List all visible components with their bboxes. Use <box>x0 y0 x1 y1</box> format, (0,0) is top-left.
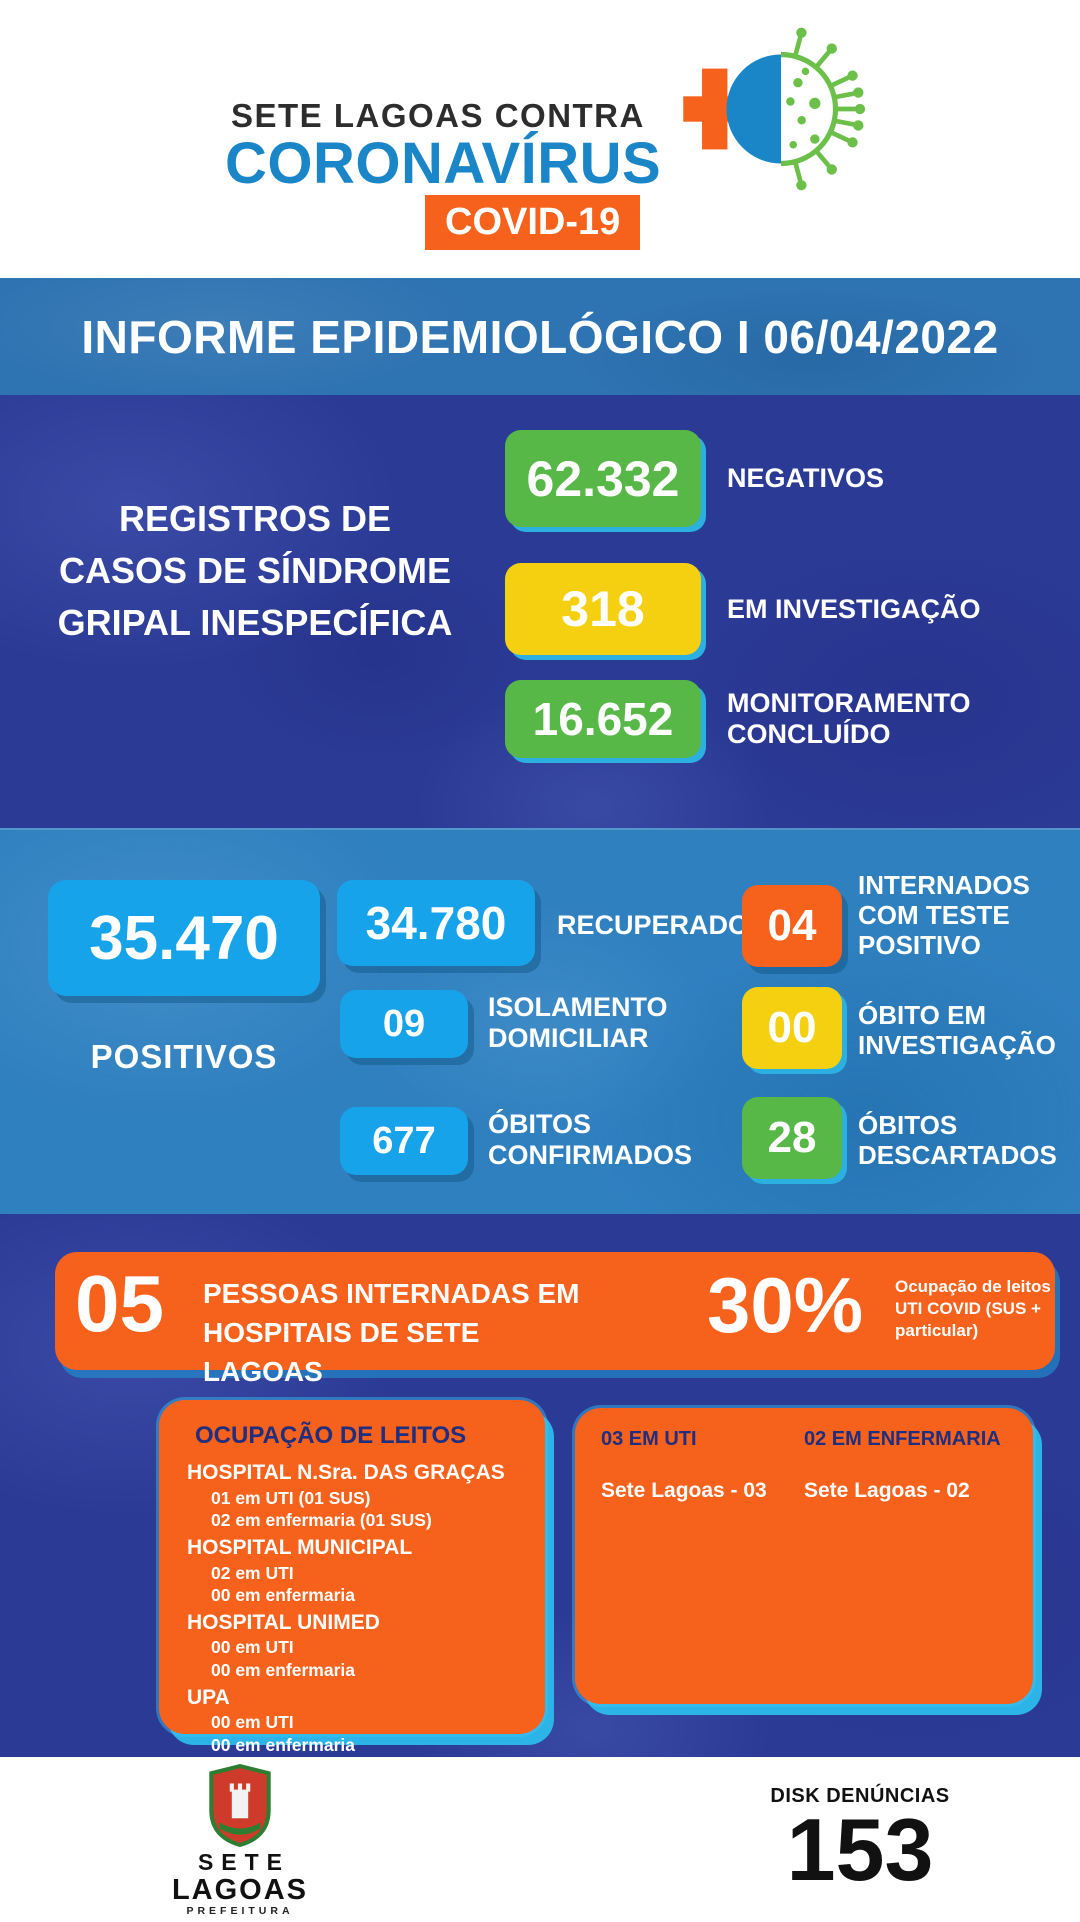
disk-denuncias-label: DISK DENÚNCIAS <box>770 1785 950 1807</box>
city-crest-icon <box>209 1763 271 1848</box>
hospital-entry: UPA 00 em UTI 00 em enfermaria <box>187 1685 533 1756</box>
hospital-detail: 01 em UTI (01 SUS) <box>211 1487 371 1508</box>
hospital-name: HOSPITAL N.Sra. DAS GRAÇAS <box>187 1461 505 1484</box>
hospital-detail: 02 em enfermaria (01 SUS) <box>211 1510 432 1531</box>
hospital-entry: HOSPITAL MUNICIPAL 02 em UTI 00 em enfer… <box>187 1535 533 1606</box>
hospital-detail: 00 em enfermaria <box>211 1585 355 1606</box>
obitos-confirmados-label: ÓBITOS CONFIRMADOS <box>488 1109 692 1171</box>
campaign-logo: SETE LAGOAS CONTRA CORONAVÍRUS COVID-19 <box>225 27 875 255</box>
hospital-name: UPA <box>187 1685 230 1709</box>
positivos-total-label: POSITIVOS <box>90 1038 278 1075</box>
covid-badge: COVID-19 <box>425 195 641 250</box>
uti-summary-card: 03 EM UTI Sete Lagoas - 03 02 EM ENFERMA… <box>575 1408 1033 1704</box>
hospital-detail: 00 em enfermaria <box>211 1734 355 1755</box>
sindrome-gripal-section: REGISTROS DE CASOS DE SÍNDROME GRIPAL IN… <box>0 395 1080 828</box>
em-investigacao-value-box: 318 <box>505 563 701 655</box>
city-subtitle: PREFEITURA <box>186 1905 294 1917</box>
isolamento-label: ISOLAMENTO DOMICILIAR <box>488 992 668 1054</box>
city-name-line1: SETE <box>197 1849 291 1875</box>
hospital-entry: HOSPITAL UNIMED 00 em UTI 00 em enfermar… <box>187 1610 533 1681</box>
negativos-value-box: 62.332 <box>505 430 701 527</box>
obitos-descartados-value-box: 28 <box>742 1097 842 1179</box>
ocupacao-leitos-card: OCUPAÇÃO DE LEITOS HOSPITAL N.Sra. DAS G… <box>159 1400 545 1755</box>
internados-banner: 05 PESSOAS INTERNADAS EM HOSPITAIS DE SE… <box>55 1252 1055 1387</box>
footer: SETE LAGOAS PREFEITURA DISK DENÚNCIAS 15… <box>0 1757 1080 1922</box>
ocupacao-leitos-title: OCUPAÇÃO DE LEITOS <box>195 1422 467 1449</box>
registros-heading: REGISTROS DE CASOS DE SÍNDROME GRIPAL IN… <box>57 498 453 644</box>
hospital-detail: 00 em UTI <box>211 1637 294 1658</box>
internados-label: INTERNADOS COM TESTE POSITIVO <box>858 870 1030 961</box>
negativos-label: NEGATIVOS <box>727 463 885 493</box>
obito-investigacao-label: ÓBITO EM INVESTIGAÇÃO <box>858 1000 1056 1061</box>
internados-value-box: 04 <box>742 885 842 967</box>
city-logo: SETE LAGOAS PREFEITURA <box>170 1763 310 1917</box>
header: SETE LAGOAS CONTRA CORONAVÍRUS COVID-19 <box>0 0 1080 278</box>
hospital-detail: 00 em enfermaria <box>211 1660 355 1681</box>
internados-count: 05 <box>75 1259 164 1348</box>
hospital-entry: HOSPITAL N.Sra. DAS GRAÇAS 01 em UTI (01… <box>187 1460 533 1531</box>
enfermaria-column-title: 02 EM ENFERMARIA <box>804 1428 1001 1450</box>
title-banner: INFORME EPIDEMIOLÓGICO I 06/04/2022 <box>0 278 1080 395</box>
uti-column-line: Sete Lagoas - 03 <box>601 1479 767 1502</box>
hospital-name: HOSPITAL UNIMED <box>187 1610 380 1634</box>
hospital-section: 05 PESSOAS INTERNADAS EM HOSPITAIS DE SE… <box>0 1214 1080 1757</box>
obitos-confirmados-value-box: 677 <box>340 1107 468 1175</box>
uti-column-title: 03 EM UTI <box>601 1428 697 1450</box>
monitoramento-label: MONITORAMENTO CONCLUÍDO <box>727 688 971 750</box>
obito-investigacao-value-box: 00 <box>742 987 842 1069</box>
isolamento-value-box: 09 <box>340 990 468 1058</box>
coronavirus-icon <box>683 27 866 191</box>
uti-occupancy-percent: 30% <box>707 1261 864 1349</box>
logo-tagline: SETE LAGOAS CONTRA <box>231 97 645 134</box>
internados-count-label: PESSOAS INTERNADAS EM HOSPITAIS DE SETE … <box>203 1278 580 1388</box>
uti-occupancy-label: Ocupação de leitos UTI COVID (SUS + part… <box>895 1277 1051 1341</box>
uti-column: 03 EM UTI Sete Lagoas - 03 <box>601 1428 804 1503</box>
obitos-descartados-label: ÓBITOS DESCARTADOS <box>858 1110 1057 1171</box>
uti-summary-columns: 03 EM UTI Sete Lagoas - 03 02 EM ENFERMA… <box>601 1428 1007 1503</box>
enfermaria-column-line: Sete Lagoas - 02 <box>804 1479 970 1502</box>
city-name-line2: LAGOAS <box>171 1874 309 1906</box>
hospital-detail: 00 em UTI <box>211 1712 294 1733</box>
recuperados-value-box: 34.780 <box>337 880 535 966</box>
logo-title: CORONAVÍRUS <box>225 131 662 196</box>
disk-denuncias-number: 153 <box>786 1800 934 1899</box>
recuperados-label: RECUPERADOS <box>557 910 768 940</box>
disk-denuncias-block: DISK DENÚNCIAS 153 <box>720 1785 1000 1899</box>
ocupacao-leitos-content: OCUPAÇÃO DE LEITOS HOSPITAL N.Sra. DAS G… <box>159 1400 545 1756</box>
positivos-section: 35.470 POSITIVOS 34.780 RECUPERADOS 09 I… <box>0 828 1080 1214</box>
report-title: INFORME EPIDEMIOLÓGICO I 06/04/2022 <box>81 310 999 363</box>
enfermaria-column: 02 EM ENFERMARIA Sete Lagoas - 02 <box>804 1428 1007 1503</box>
hospital-name: HOSPITAL MUNICIPAL <box>187 1535 413 1559</box>
positivos-total-box: 35.470 <box>48 880 320 996</box>
hospital-detail: 02 em UTI <box>211 1562 294 1583</box>
em-investigacao-label: EM INVESTIGAÇÃO <box>727 594 981 624</box>
monitoramento-value-box: 16.652 <box>505 680 701 758</box>
